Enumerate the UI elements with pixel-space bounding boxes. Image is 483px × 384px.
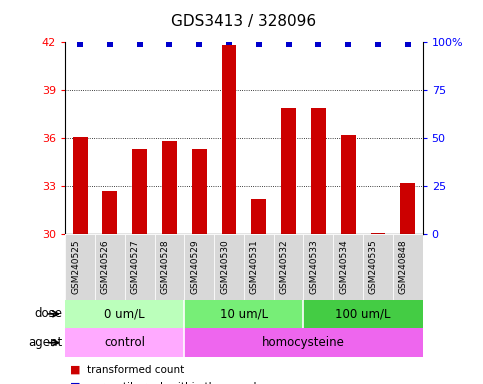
- Text: GDS3413 / 328096: GDS3413 / 328096: [171, 14, 316, 29]
- Bar: [65, 300, 185, 328]
- Text: agent: agent: [28, 336, 63, 349]
- Text: GSM240525: GSM240525: [71, 240, 80, 294]
- Bar: [95, 234, 125, 300]
- Bar: [393, 234, 423, 300]
- Bar: [65, 328, 185, 357]
- Bar: [244, 234, 274, 300]
- Bar: [251, 199, 266, 234]
- Text: dose: dose: [35, 308, 63, 320]
- Bar: [222, 45, 237, 234]
- Text: GSM240529: GSM240529: [190, 240, 199, 294]
- Bar: [370, 233, 385, 234]
- Text: homocysteine: homocysteine: [262, 336, 345, 349]
- Text: 100 um/L: 100 um/L: [335, 308, 391, 320]
- Bar: [155, 234, 185, 300]
- Text: GSM240848: GSM240848: [399, 240, 408, 294]
- Bar: [185, 300, 303, 328]
- Bar: [341, 135, 355, 234]
- Bar: [162, 141, 177, 234]
- Text: GSM240531: GSM240531: [250, 240, 259, 294]
- Bar: [303, 234, 333, 300]
- Text: GSM240535: GSM240535: [369, 240, 378, 294]
- Text: ■: ■: [70, 365, 81, 375]
- Bar: [333, 234, 363, 300]
- Point: [255, 41, 263, 47]
- Bar: [274, 234, 303, 300]
- Point: [225, 39, 233, 45]
- Bar: [192, 149, 207, 234]
- Point: [314, 41, 322, 47]
- Point: [106, 41, 114, 47]
- Bar: [125, 234, 155, 300]
- Point: [76, 41, 84, 47]
- Bar: [185, 234, 214, 300]
- Bar: [303, 300, 423, 328]
- Text: transformed count: transformed count: [87, 365, 184, 375]
- Text: 10 um/L: 10 um/L: [220, 308, 268, 320]
- Bar: [311, 108, 326, 234]
- Bar: [363, 234, 393, 300]
- Point: [344, 41, 352, 47]
- Point: [374, 41, 382, 47]
- Text: percentile rank within the sample: percentile rank within the sample: [87, 382, 263, 384]
- Point: [136, 41, 143, 47]
- Text: GSM240528: GSM240528: [160, 240, 170, 294]
- Bar: [214, 234, 244, 300]
- Point: [285, 41, 293, 47]
- Text: GSM240527: GSM240527: [131, 240, 140, 294]
- Text: GSM240532: GSM240532: [280, 240, 289, 294]
- Bar: [72, 137, 87, 234]
- Bar: [281, 108, 296, 234]
- Text: GSM240533: GSM240533: [310, 240, 318, 294]
- Bar: [65, 234, 95, 300]
- Text: 0 um/L: 0 um/L: [104, 308, 145, 320]
- Text: ■: ■: [70, 382, 81, 384]
- Bar: [400, 183, 415, 234]
- Point: [166, 41, 173, 47]
- Point: [404, 41, 412, 47]
- Text: GSM240534: GSM240534: [339, 240, 348, 294]
- Point: [195, 41, 203, 47]
- Bar: [132, 149, 147, 234]
- Text: GSM240530: GSM240530: [220, 240, 229, 294]
- Text: control: control: [104, 336, 145, 349]
- Bar: [102, 191, 117, 234]
- Bar: [185, 328, 423, 357]
- Text: GSM240526: GSM240526: [101, 240, 110, 294]
